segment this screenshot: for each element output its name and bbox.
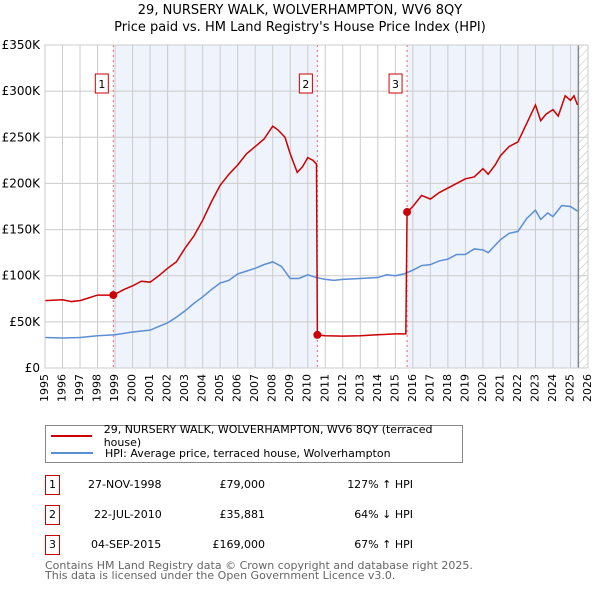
x-tick-label: 2015 bbox=[388, 374, 401, 402]
x-tick-label: 2009 bbox=[283, 374, 296, 402]
sale-hpi: 67% ↑ HPI bbox=[354, 538, 413, 551]
x-tick-label: 2000 bbox=[126, 374, 139, 402]
sale-label: 3 bbox=[392, 78, 399, 91]
footer-line: This data is licensed under the Open Gov… bbox=[45, 569, 396, 582]
sale-label-box bbox=[388, 73, 403, 94]
x-tick-label: 2014 bbox=[371, 374, 384, 402]
x-tick-label: 2016 bbox=[406, 374, 419, 402]
x-tick-label: 2001 bbox=[143, 374, 156, 402]
sale-point bbox=[403, 208, 412, 217]
x-tick-label: 2003 bbox=[178, 374, 191, 402]
footer-line: Contains HM Land Registry data © Crown c… bbox=[45, 559, 473, 572]
x-tick-label: 1996 bbox=[56, 374, 69, 402]
sale-row-2: 2 22-JUL-2010 £35,881 64% ↓ HPI bbox=[45, 505, 465, 525]
sale-hpi: 64% ↓ HPI bbox=[354, 508, 413, 521]
x-tick-label: 1997 bbox=[73, 374, 86, 402]
y-tick-label: £150K bbox=[2, 223, 42, 237]
legend: 29, NURSERY WALK, WOLVERHAMPTON, WV6 8QY… bbox=[45, 423, 463, 463]
x-tick-label: 2019 bbox=[458, 374, 471, 402]
x-tick-label: 2022 bbox=[511, 374, 524, 402]
y-tick-label: £250K bbox=[2, 130, 42, 144]
shaded-ownership-period bbox=[113, 45, 318, 368]
x-tick-label: 2020 bbox=[476, 374, 489, 402]
x-tick-label: 2002 bbox=[161, 374, 174, 402]
legend-item-hpi: HPI: Average price, terraced house, Wolv… bbox=[46, 445, 391, 461]
x-tick-label: 2025 bbox=[563, 374, 576, 402]
x-tick-label: 2018 bbox=[441, 374, 454, 402]
sale-badge: 2 bbox=[45, 505, 60, 525]
sale-date: 22-JUL-2010 bbox=[94, 508, 162, 521]
sale-badge: 1 bbox=[45, 475, 60, 495]
sale-label: 2 bbox=[302, 78, 309, 91]
y-tick-label: £0 bbox=[25, 361, 40, 375]
chart-title: 29, NURSERY WALK, WOLVERHAMPTON, WV6 8QY bbox=[137, 3, 463, 18]
sale-label-box bbox=[94, 73, 109, 94]
sale-row-3: 3 04-SEP-2015 £169,000 67% ↑ HPI bbox=[45, 535, 465, 555]
sale-price: £79,000 bbox=[219, 478, 266, 491]
x-tick-label: 2011 bbox=[318, 374, 331, 402]
plot-area: 1995 1996 1997 1998 1999 2000 2001 2002 2003 2004… bbox=[2, 38, 594, 402]
y-tick-label: £100K bbox=[2, 269, 42, 283]
x-tick-label: 2010 bbox=[301, 374, 314, 402]
property-price-line bbox=[44, 94, 579, 337]
sale-date: 27-NOV-1998 bbox=[88, 478, 162, 491]
legend-swatch-blue bbox=[51, 452, 93, 454]
x-tick-label: 2007 bbox=[248, 374, 261, 402]
x-tick-label: 2023 bbox=[528, 374, 541, 402]
chart-subtitle: Price paid vs. HM Land Registry's House … bbox=[114, 20, 486, 35]
x-tick-label: 2017 bbox=[423, 374, 436, 402]
sale-price: £35,881 bbox=[219, 508, 266, 521]
sale-label-box bbox=[298, 73, 313, 94]
x-tick-label: 2021 bbox=[493, 374, 506, 402]
sale-row-1: 1 27-NOV-1998 £79,000 127% ↑ HPI bbox=[45, 475, 465, 495]
footer: Contains HM Land Registry data © Crown c… bbox=[45, 559, 473, 582]
x-tick-label: 2004 bbox=[196, 374, 209, 402]
x-tick-label: 2012 bbox=[336, 374, 349, 402]
x-tick-label: 2006 bbox=[231, 374, 244, 402]
plot-frame bbox=[44, 44, 589, 369]
x-tick-label: 2024 bbox=[546, 374, 559, 402]
hpi-line bbox=[44, 204, 578, 339]
x-tick-label: 2026 bbox=[581, 374, 594, 402]
legend-label: HPI: Average price, terraced house, Wolv… bbox=[105, 446, 391, 460]
sale-point bbox=[109, 291, 118, 300]
x-tick-label: 1998 bbox=[91, 374, 104, 402]
x-tick-label: 1999 bbox=[108, 374, 121, 402]
sale-label: 1 bbox=[98, 78, 105, 91]
y-tick-label: £350K bbox=[2, 38, 42, 52]
y-tick-label: £200K bbox=[2, 176, 42, 190]
sale-date: 04-SEP-2015 bbox=[91, 538, 162, 551]
y-tick-label: £50K bbox=[9, 315, 41, 329]
legend-item-property: 29, NURSERY WALK, WOLVERHAMPTON, WV6 8QY… bbox=[46, 423, 462, 449]
sale-point bbox=[313, 330, 322, 339]
legend-swatch-red bbox=[51, 435, 92, 437]
shaded-ownership-period bbox=[407, 45, 579, 368]
x-tick-label: 2005 bbox=[213, 374, 226, 402]
sale-price: £169,000 bbox=[212, 538, 266, 551]
sale-hpi: 127% ↑ HPI bbox=[347, 478, 413, 491]
x-tick-label: 2013 bbox=[353, 374, 366, 402]
sale-badge: 3 bbox=[45, 535, 60, 555]
legend-label: 29, NURSERY WALK, WOLVERHAMPTON, WV6 8QY… bbox=[103, 423, 433, 449]
x-tick-label: 2008 bbox=[266, 374, 279, 402]
y-tick-label: £300K bbox=[2, 84, 42, 98]
x-tick-label: 1995 bbox=[38, 374, 51, 402]
forecast-hatch bbox=[578, 45, 588, 368]
